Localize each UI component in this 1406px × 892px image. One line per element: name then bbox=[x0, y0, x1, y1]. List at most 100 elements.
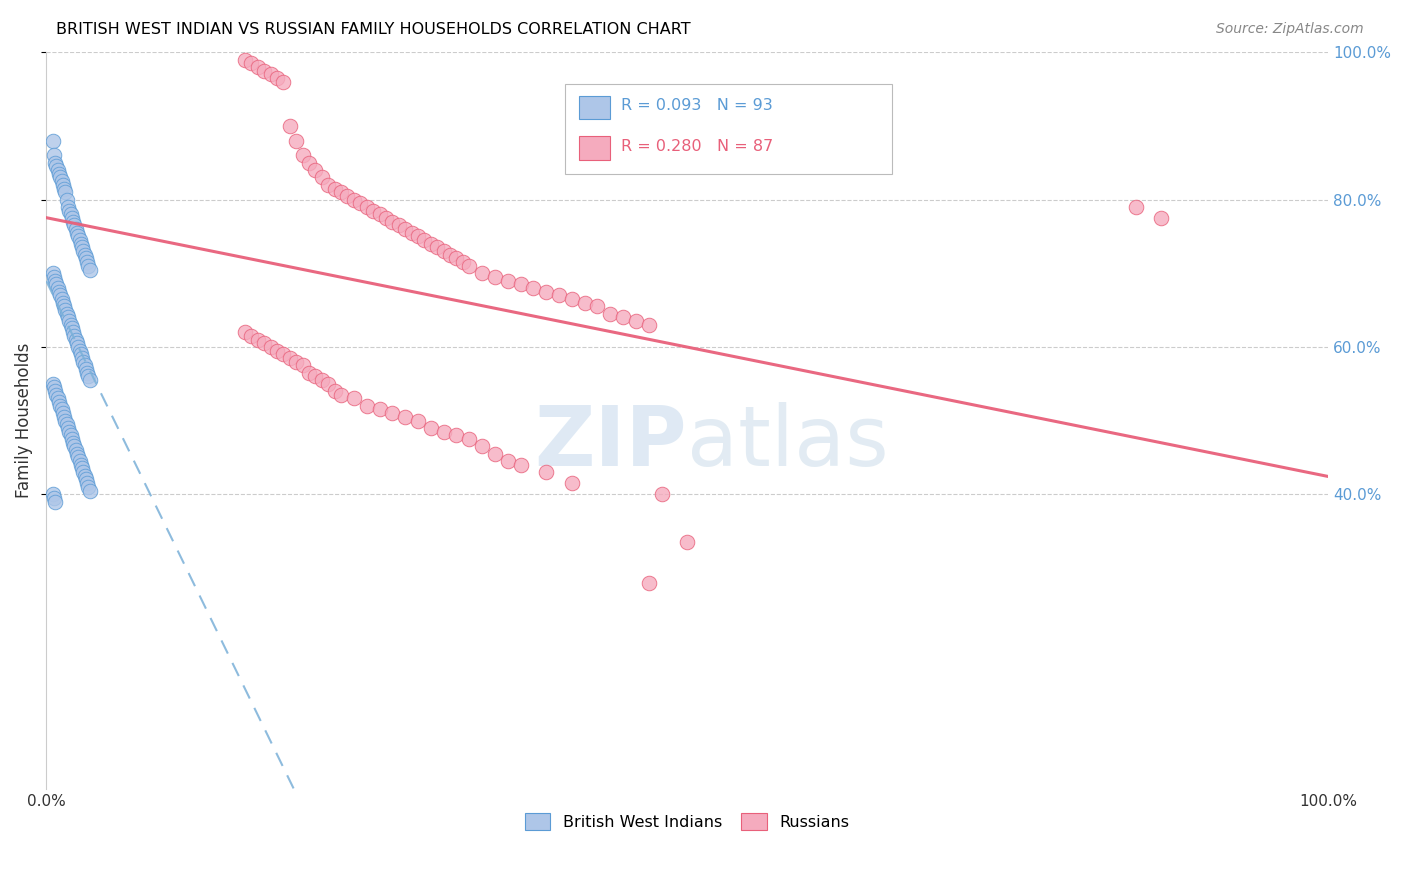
Point bbox=[356, 399, 378, 413]
Point bbox=[45, 388, 67, 402]
Point bbox=[304, 369, 326, 384]
Point bbox=[561, 292, 583, 306]
Point bbox=[76, 476, 98, 491]
Point bbox=[253, 63, 276, 78]
Text: R = 0.093   N = 93: R = 0.093 N = 93 bbox=[620, 98, 772, 113]
Point bbox=[496, 274, 519, 288]
Point bbox=[67, 450, 90, 465]
Point bbox=[534, 285, 557, 299]
Point bbox=[76, 366, 98, 380]
Point bbox=[298, 366, 321, 380]
Point bbox=[41, 376, 63, 391]
Point bbox=[612, 310, 634, 325]
Point bbox=[72, 354, 94, 368]
Point bbox=[48, 395, 70, 409]
Point bbox=[55, 303, 77, 318]
Point bbox=[63, 219, 86, 233]
Point bbox=[266, 70, 288, 85]
Point bbox=[1125, 200, 1147, 214]
Point bbox=[65, 333, 87, 347]
Point bbox=[75, 252, 97, 266]
Point bbox=[67, 340, 90, 354]
Point bbox=[330, 185, 353, 199]
Point bbox=[69, 343, 91, 358]
Point bbox=[44, 274, 66, 288]
Point bbox=[48, 167, 70, 181]
Point bbox=[53, 409, 76, 424]
Point bbox=[240, 328, 263, 343]
Point bbox=[51, 402, 73, 417]
Point bbox=[368, 402, 391, 417]
Point bbox=[484, 447, 506, 461]
Point bbox=[233, 325, 256, 339]
Point bbox=[44, 384, 66, 398]
Point bbox=[62, 435, 84, 450]
Point bbox=[52, 295, 75, 310]
Point bbox=[471, 266, 494, 280]
Point bbox=[72, 244, 94, 259]
Point bbox=[59, 318, 82, 332]
Y-axis label: Family Households: Family Households bbox=[15, 343, 32, 499]
Point bbox=[548, 288, 571, 302]
Point bbox=[53, 299, 76, 313]
Point bbox=[70, 240, 93, 254]
Text: Source: ZipAtlas.com: Source: ZipAtlas.com bbox=[1216, 22, 1364, 37]
Point bbox=[394, 409, 416, 424]
Text: R = 0.280   N = 87: R = 0.280 N = 87 bbox=[620, 139, 773, 154]
Point bbox=[458, 432, 481, 446]
Point bbox=[69, 233, 91, 247]
Text: BRITISH WEST INDIAN VS RUSSIAN FAMILY HOUSEHOLDS CORRELATION CHART: BRITISH WEST INDIAN VS RUSSIAN FAMILY HO… bbox=[56, 22, 690, 37]
Point bbox=[41, 487, 63, 501]
FancyBboxPatch shape bbox=[579, 136, 610, 160]
Point bbox=[413, 233, 436, 247]
Text: ZIP: ZIP bbox=[534, 402, 688, 483]
Point bbox=[471, 439, 494, 453]
Point bbox=[52, 406, 75, 420]
Point bbox=[509, 458, 531, 472]
Point bbox=[426, 240, 449, 254]
Point bbox=[75, 473, 97, 487]
Point bbox=[484, 269, 506, 284]
Point bbox=[316, 376, 339, 391]
Point bbox=[637, 318, 659, 332]
Point bbox=[561, 476, 583, 491]
Point bbox=[406, 229, 429, 244]
Point bbox=[401, 226, 423, 240]
Point bbox=[65, 442, 87, 457]
Point bbox=[534, 465, 557, 479]
Point bbox=[49, 170, 72, 185]
Point bbox=[79, 483, 101, 498]
Point bbox=[63, 439, 86, 453]
Point bbox=[381, 214, 404, 228]
Point bbox=[66, 336, 89, 351]
Point bbox=[356, 200, 378, 214]
Point bbox=[55, 185, 77, 199]
Point bbox=[79, 373, 101, 387]
Point bbox=[56, 421, 79, 435]
Point bbox=[336, 189, 359, 203]
Point bbox=[58, 425, 80, 439]
Point bbox=[624, 314, 647, 328]
Point bbox=[381, 406, 404, 420]
Point bbox=[49, 399, 72, 413]
Point bbox=[298, 155, 321, 169]
Point bbox=[374, 211, 396, 225]
Point bbox=[60, 321, 83, 335]
Point bbox=[69, 454, 91, 468]
Point bbox=[42, 269, 65, 284]
Point bbox=[42, 491, 65, 505]
FancyBboxPatch shape bbox=[579, 95, 610, 120]
Point bbox=[586, 299, 609, 313]
Point bbox=[44, 155, 66, 169]
Point bbox=[55, 193, 77, 207]
Point bbox=[56, 200, 79, 214]
Point bbox=[44, 494, 66, 508]
Point bbox=[60, 211, 83, 225]
Point bbox=[66, 226, 89, 240]
Point bbox=[77, 259, 100, 273]
Point bbox=[304, 163, 326, 178]
Point bbox=[676, 535, 699, 549]
Point bbox=[69, 347, 91, 361]
Point bbox=[259, 67, 281, 81]
Point bbox=[433, 425, 456, 439]
